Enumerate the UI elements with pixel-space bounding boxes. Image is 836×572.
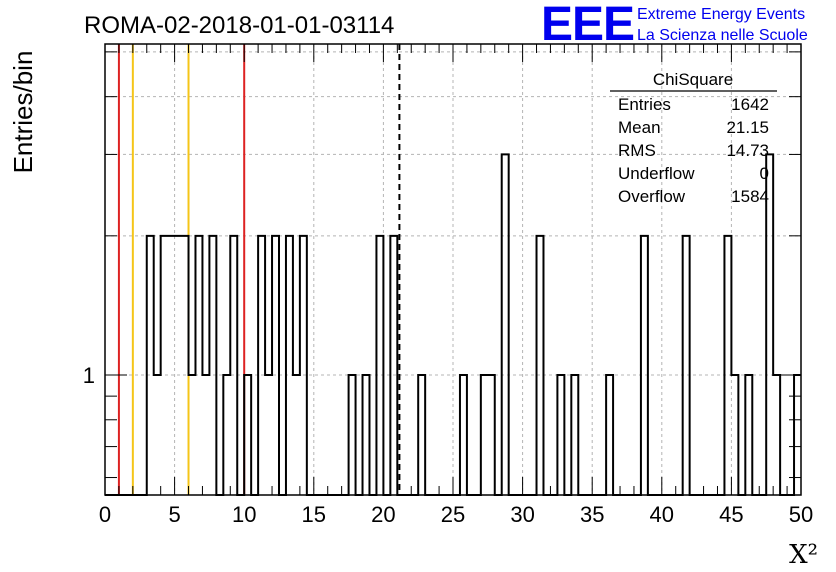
x-tick-label: 35 xyxy=(580,502,604,527)
y-tick-label: 1 xyxy=(83,363,95,388)
x-tick-label: 40 xyxy=(650,502,674,527)
x-tick-label: 30 xyxy=(510,502,534,527)
x-tick-label: 0 xyxy=(99,502,111,527)
x-tick-labels: 0 5 10 15 20 25 30 35 40 45 50 xyxy=(99,502,813,527)
plot-frame xyxy=(104,43,802,496)
x-tick-label: 50 xyxy=(789,502,813,527)
x-axis-label: X² xyxy=(789,540,818,570)
stats-box: ChiSquare Entries 1642 Mean 21.15 RMS 14.73 Un… xyxy=(610,70,777,206)
histogram-outline xyxy=(105,153,801,496)
logo-line-1: Extreme Energy Events xyxy=(637,6,805,23)
x-tick-label: 45 xyxy=(719,502,743,527)
stats-row-label: Mean xyxy=(618,118,661,137)
stats-row-value: 1642 xyxy=(731,95,769,114)
stats-row-label: Overflow xyxy=(618,187,686,206)
x-tick-label: 20 xyxy=(371,502,395,527)
stats-row-label: RMS xyxy=(618,141,656,160)
stats-row-value: 14.73 xyxy=(726,141,769,160)
logo-line-2: La Scienza nelle Scuole xyxy=(637,27,808,44)
stats-row-value: 0 xyxy=(760,164,769,183)
stats-row-label: Underflow xyxy=(618,164,695,183)
x-tick-label: 10 xyxy=(232,502,256,527)
stats-row-value: 1584 xyxy=(731,187,769,206)
x-tick-label: 25 xyxy=(441,502,465,527)
stats-title: ChiSquare xyxy=(653,70,733,89)
stats-row-value: 21.15 xyxy=(726,118,769,137)
logo-mark: EEE xyxy=(541,0,634,51)
x-tick-label: 15 xyxy=(302,502,326,527)
x-tick-label: 5 xyxy=(168,502,180,527)
chart-title: ROMA-02-2018-01-01-03114 xyxy=(84,12,394,39)
stats-rows: Entries 1642 Mean 21.15 RMS 14.73 Underflow 0 Ov… xyxy=(618,95,769,206)
stats-row-label: Entries xyxy=(618,95,671,114)
eee-logo: EEE Extreme Energy Events La Scienza nel… xyxy=(541,0,808,51)
y-axis-label: Entries/bin xyxy=(8,51,38,174)
y-tick-labels: 1 xyxy=(83,363,95,388)
histogram-bins xyxy=(105,153,801,496)
